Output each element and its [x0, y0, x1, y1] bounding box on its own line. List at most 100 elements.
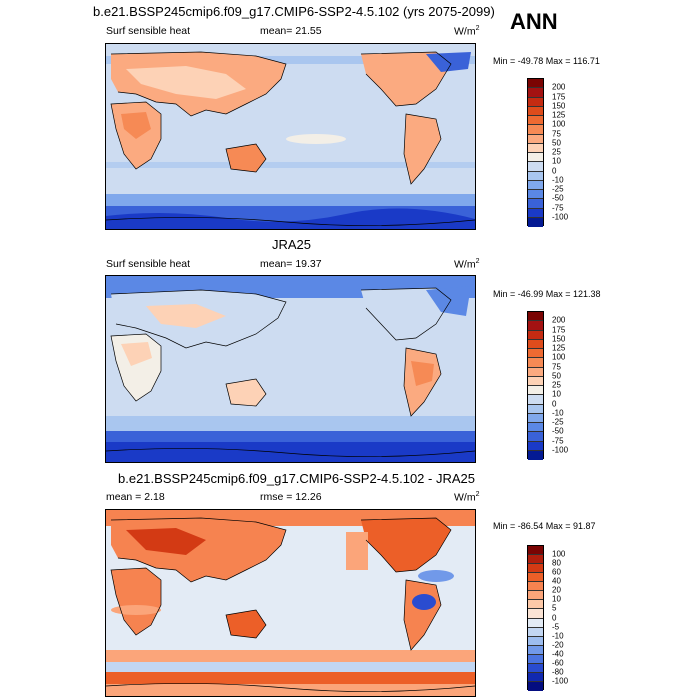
colorbar-swatch	[528, 441, 543, 451]
colorbar-tick-label: -50	[552, 193, 564, 203]
colorbar-swatch	[528, 618, 543, 628]
colorbar-tick-label: 80	[552, 558, 561, 568]
colorbar-tick-label: -20	[552, 640, 564, 650]
colorbar-swatch	[528, 681, 543, 691]
colorbar-swatch	[528, 367, 543, 377]
panel-2-minmax: Min = -46.99 Max = 121.38	[493, 289, 601, 299]
colorbar-swatch	[528, 645, 543, 655]
colorbar-tick-label: 40	[552, 576, 561, 586]
colorbar-swatch	[528, 217, 543, 227]
colorbar-swatch	[528, 339, 543, 349]
colorbar-swatch	[528, 564, 543, 574]
colorbar-swatch	[528, 321, 543, 331]
colorbar-swatch	[528, 609, 543, 619]
colorbar-swatch	[528, 555, 543, 565]
colorbar-swatch	[528, 143, 543, 153]
panel-3-minmax: Min = -86.54 Max = 91.87	[493, 521, 596, 531]
colorbar-tick-label: 50	[552, 138, 561, 148]
colorbar-tick-label: -100	[552, 676, 569, 686]
colorbar-swatch	[528, 116, 543, 126]
colorbar-swatch	[528, 97, 543, 107]
panel-3-units: W/m2	[454, 491, 480, 504]
panel-3-colorbar	[527, 545, 544, 691]
colorbar-tick-label: 200	[552, 315, 566, 325]
panel-2-units: W/m2	[454, 258, 480, 271]
colorbar-tick-label: 175	[552, 325, 566, 334]
colorbar-tick-label: -40	[552, 649, 564, 659]
colorbar-tick-label: 75	[552, 362, 561, 371]
colorbar-tick-label: 25	[552, 147, 561, 157]
colorbar-swatch	[528, 190, 543, 200]
colorbar-tick-label: 0	[552, 399, 557, 408]
panel-2-mean-label: mean= 19.37	[260, 258, 322, 270]
colorbar-swatch	[528, 423, 543, 433]
colorbar-swatch	[528, 106, 543, 116]
colorbar-swatch	[528, 413, 543, 423]
colorbar-swatch	[528, 600, 543, 610]
colorbar-tick-label: -10	[552, 175, 564, 185]
colorbar-swatch	[528, 395, 543, 405]
colorbar-swatch	[528, 450, 543, 460]
colorbar-swatch	[528, 376, 543, 386]
colorbar-tick-label: 125	[552, 343, 566, 353]
colorbar-tick-label: 100	[552, 352, 566, 362]
colorbar-swatch	[528, 330, 543, 340]
colorbar-swatch	[528, 386, 543, 396]
colorbar-tick-label: 75	[552, 129, 561, 138]
panel-1-colorbar	[527, 78, 544, 227]
colorbar-swatch	[528, 636, 543, 646]
panel-2-map	[105, 275, 476, 463]
colorbar-swatch	[528, 404, 543, 414]
colorbar-swatch	[528, 432, 543, 442]
colorbar-tick-label: 5	[552, 603, 557, 613]
panel-2-colorbar	[527, 311, 544, 460]
panel-2-title: JRA25	[272, 237, 312, 252]
colorbar-tick-label: -75	[552, 436, 564, 445]
colorbar-tick-label: -50	[552, 426, 564, 436]
colorbar-swatch	[528, 654, 543, 664]
colorbar-tick-label: 10	[552, 156, 561, 166]
colorbar-tick-label: 100	[552, 119, 566, 129]
colorbar-swatch	[528, 79, 543, 89]
panel-3-title: b.e21.BSSP245cmip6.f09_g17.CMIP6-SSP2-4.…	[118, 471, 475, 486]
colorbar-tick-label: 150	[552, 334, 566, 344]
colorbar-swatch	[528, 573, 543, 583]
colorbar-tick-label: 200	[552, 82, 566, 92]
colorbar-tick-label: -75	[552, 203, 564, 212]
panel-1-minmax: Min = -49.78 Max = 116.71	[493, 56, 600, 66]
colorbar-tick-label: -100	[552, 445, 569, 455]
colorbar-tick-label: 175	[552, 92, 566, 101]
colorbar-swatch	[528, 134, 543, 144]
colorbar-swatch	[528, 199, 543, 209]
colorbar-swatch	[528, 171, 543, 181]
panel-3-mean-label: mean = 2.18	[106, 491, 165, 503]
panel-1-map	[105, 43, 476, 230]
panel-3-map	[105, 509, 476, 697]
colorbar-swatch	[528, 582, 543, 592]
colorbar-tick-label: 60	[552, 567, 561, 577]
colorbar-tick-label: 10	[552, 389, 561, 399]
panel-1-title: b.e21.BSSP245cmip6.f09_g17.CMIP6-SSP2-4.…	[93, 4, 495, 19]
colorbar-tick-label: 150	[552, 101, 566, 111]
panel-2-variable-label: Surf sensible heat	[106, 258, 191, 270]
colorbar-swatch	[528, 162, 543, 172]
colorbar-tick-label: -5	[552, 622, 560, 632]
season-label: ANN	[510, 9, 558, 34]
colorbar-tick-label: -60	[552, 658, 564, 668]
colorbar-swatch	[528, 153, 543, 163]
panel-1-units: W/m2	[454, 25, 480, 38]
colorbar-tick-label: 125	[552, 110, 566, 120]
colorbar-tick-label: -100	[552, 212, 569, 222]
panel-1-mean-label: mean= 21.55	[260, 25, 322, 37]
colorbar-tick-label: 10	[552, 594, 561, 604]
colorbar-tick-label: 0	[552, 166, 557, 175]
colorbar-swatch	[528, 627, 543, 637]
colorbar-swatch	[528, 358, 543, 368]
colorbar-swatch	[528, 663, 543, 673]
colorbar-tick-label: -10	[552, 408, 564, 418]
panel-3-rmse-label: rmse = 12.26	[260, 491, 322, 503]
colorbar-tick-label: -25	[552, 417, 564, 427]
colorbar-swatch	[528, 208, 543, 218]
colorbar-swatch	[528, 88, 543, 98]
panel-1-variable-label: Surf sensible heat	[106, 25, 191, 37]
